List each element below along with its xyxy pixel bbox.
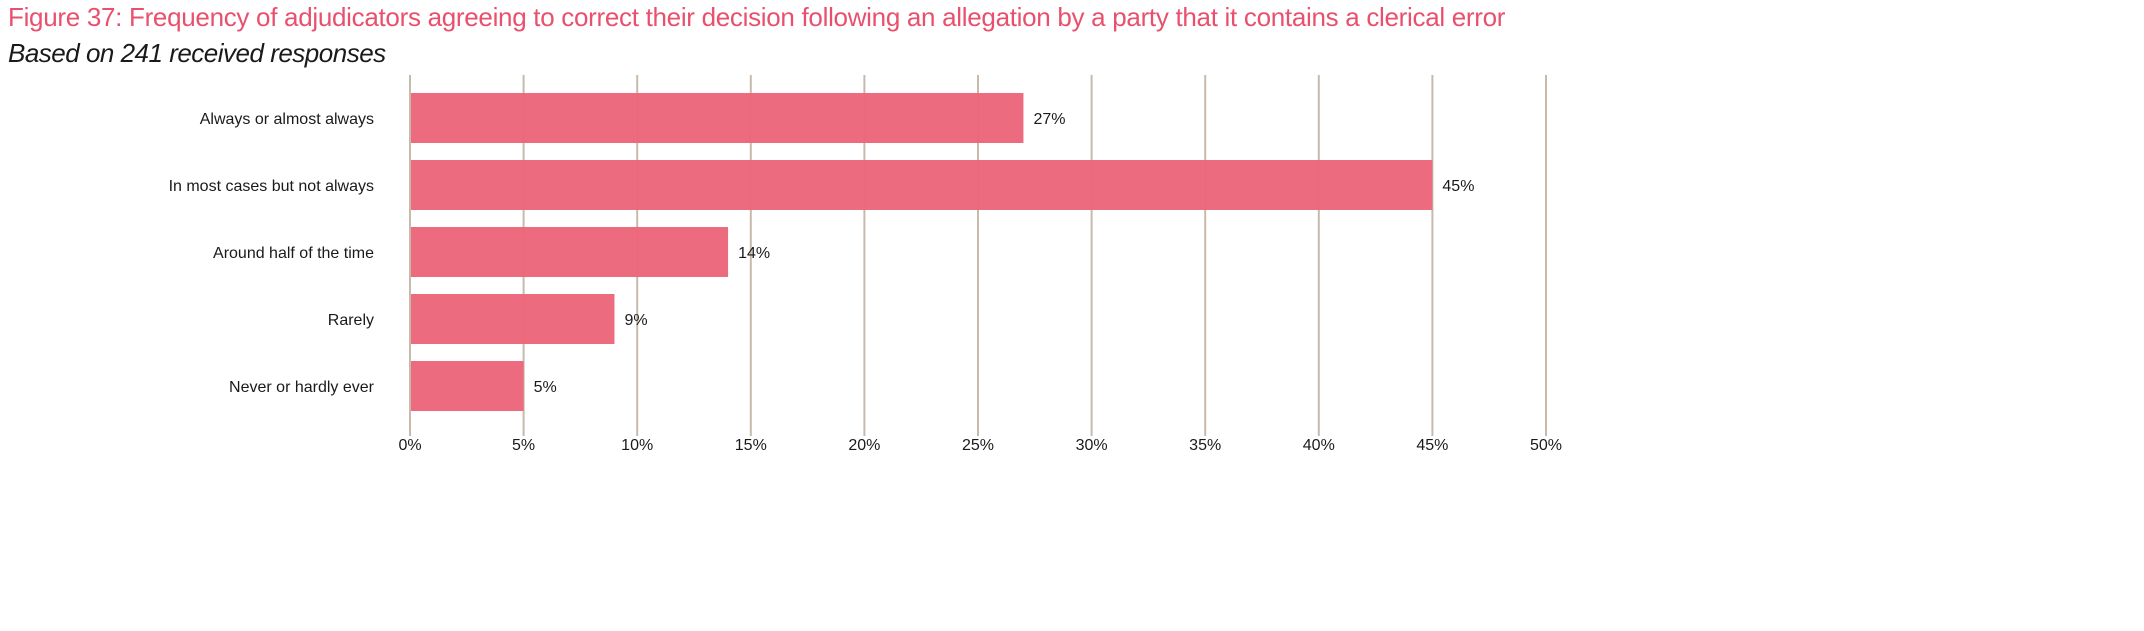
category-label: Around half of the time [213, 245, 374, 262]
chart-title: Figure 37: Frequency of adjudicators agr… [8, 2, 1506, 32]
bar [411, 93, 1024, 143]
bar [411, 160, 1433, 210]
x-tick-label: 5% [512, 437, 535, 454]
data-label: 45% [1442, 178, 1474, 195]
x-tick-label: 30% [1076, 437, 1108, 454]
x-tick-label: 15% [735, 437, 767, 454]
category-label: In most cases but not always [169, 178, 374, 195]
category-label: Rarely [328, 312, 374, 329]
bar [411, 227, 729, 277]
x-tick-label: 50% [1530, 437, 1562, 454]
data-label: 14% [738, 245, 770, 262]
category-label: Always or almost always [200, 111, 374, 128]
x-tick-label: 10% [621, 437, 653, 454]
x-tick-label: 0% [398, 437, 421, 454]
x-tick-label: 25% [962, 437, 994, 454]
bar [411, 294, 615, 344]
x-tick-label: 40% [1303, 437, 1335, 454]
data-label: 9% [624, 312, 647, 329]
x-tick-label: 35% [1189, 437, 1221, 454]
data-label: 5% [534, 379, 557, 396]
chart-subtitle: Based on 241 received responses [8, 38, 386, 68]
x-tick-label: 20% [848, 437, 880, 454]
data-label: 27% [1033, 111, 1065, 128]
bar [411, 361, 524, 411]
x-tick-label: 45% [1416, 437, 1448, 454]
category-label: Never or hardly ever [229, 379, 375, 396]
